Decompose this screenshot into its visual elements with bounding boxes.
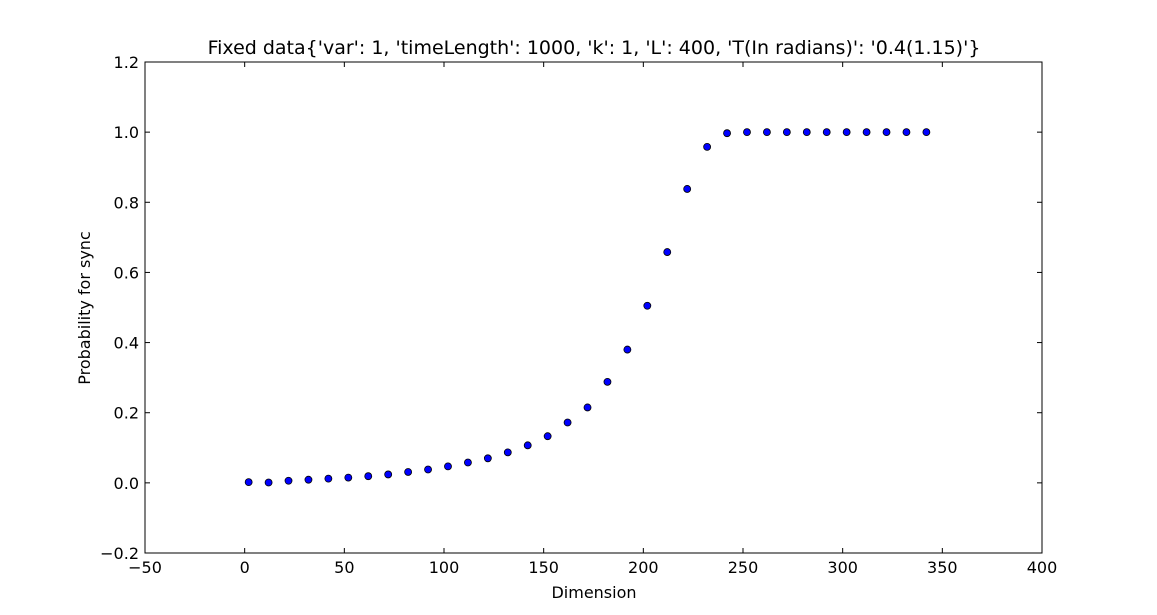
data-point — [902, 128, 911, 137]
data-point — [623, 345, 632, 354]
data-point — [683, 185, 692, 193]
data-point — [663, 248, 672, 256]
data-point — [543, 432, 552, 441]
chart-title: Fixed data{'var': 1, 'timeLength': 1000,… — [208, 37, 981, 59]
data-point — [922, 128, 931, 137]
data-point — [384, 470, 393, 479]
data-point — [763, 128, 771, 137]
x-tick-label: 50 — [334, 558, 354, 577]
data-point — [643, 301, 652, 310]
x-tick-label: 100 — [429, 558, 460, 577]
data-point — [802, 128, 811, 137]
data-point — [862, 128, 871, 137]
x-axis-label: Dimension — [551, 583, 636, 602]
x-tick-label: 250 — [728, 558, 759, 577]
y-tick-label: 0.6 — [114, 263, 139, 282]
data-point — [304, 475, 313, 484]
x-tick-label: 200 — [628, 558, 659, 577]
data-point — [284, 476, 293, 485]
plot-area: −50 0 50 100 150 200 250 300 350 400 −0.2 0.0 0.2 0.4… — [100, 53, 1057, 577]
axes-frame — [144, 61, 1043, 554]
data-point — [464, 458, 472, 467]
x-tick-label: 350 — [927, 558, 958, 577]
data-point — [404, 468, 413, 476]
data-point — [244, 478, 253, 487]
y-tick-label: 1.2 — [114, 53, 139, 72]
data-point — [523, 441, 532, 450]
x-tick-label: 300 — [827, 558, 858, 577]
data-point — [723, 129, 731, 138]
y-tick-label: 0.8 — [114, 193, 139, 212]
data-point — [503, 448, 512, 457]
data-point — [782, 128, 791, 137]
data-point — [324, 474, 333, 483]
data-point — [424, 465, 432, 474]
data-point — [364, 472, 373, 481]
data-point — [563, 418, 572, 427]
x-tick-label: 0 — [240, 558, 250, 577]
data-point — [603, 377, 612, 386]
data-point — [822, 128, 831, 137]
y-axis-label: Probability for sync — [75, 231, 94, 385]
data-point — [444, 462, 452, 471]
x-tick-label: 400 — [1027, 558, 1058, 577]
y-tick-label: 1.0 — [114, 123, 139, 142]
data-point — [743, 128, 751, 137]
y-tick-label: −0.2 — [100, 544, 139, 563]
x-tick-label: −50 — [128, 558, 162, 577]
data-point — [703, 142, 712, 151]
data-point — [264, 478, 273, 487]
y-tick-label: 0.0 — [114, 474, 139, 493]
data-point — [842, 128, 851, 137]
x-tick-label: 150 — [528, 558, 559, 577]
data-point — [344, 473, 353, 482]
data-point — [882, 128, 891, 137]
data-point — [483, 454, 492, 463]
y-tick-label: 0.2 — [114, 404, 139, 423]
data-point — [583, 403, 592, 412]
y-tick-label: 0.4 — [114, 334, 139, 353]
